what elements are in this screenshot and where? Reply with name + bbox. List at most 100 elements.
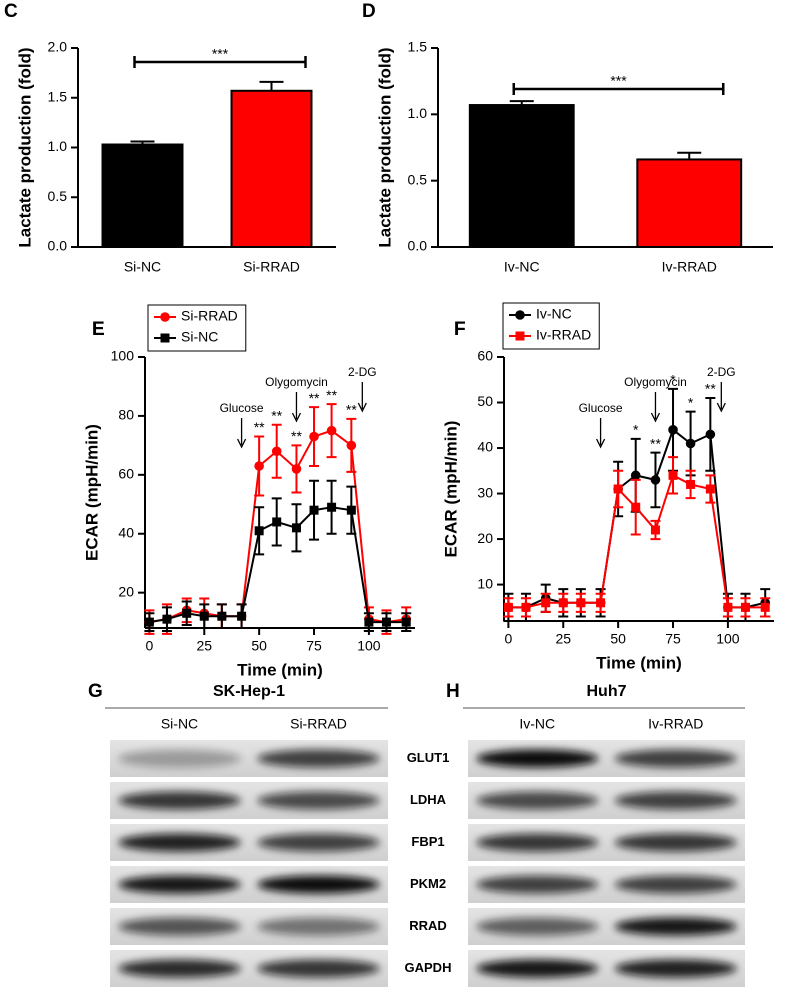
bar <box>230 89 313 248</box>
marker <box>271 446 282 457</box>
marker <box>576 598 586 608</box>
marker <box>291 464 302 474</box>
y-tick-label: 2.0 <box>48 39 68 55</box>
panel-label: E <box>92 319 105 340</box>
legend-marker <box>515 310 525 320</box>
significance-label: ** <box>705 381 716 397</box>
marker <box>199 611 209 621</box>
legend-marker <box>160 312 170 322</box>
marker <box>650 475 661 485</box>
bar <box>101 143 184 248</box>
marker <box>401 617 411 627</box>
marker <box>686 479 696 489</box>
marker <box>705 484 715 494</box>
marker <box>346 440 357 451</box>
y-tick-label: 40 <box>118 524 134 540</box>
panel-label: F <box>454 319 466 340</box>
marker <box>291 523 301 533</box>
event-arrowhead <box>237 438 247 449</box>
lane-label: Iv-NC <box>519 716 555 732</box>
bar <box>468 104 575 249</box>
x-tick-label: 25 <box>555 631 571 647</box>
panel-label: C <box>4 1 18 22</box>
marker <box>631 502 641 512</box>
y-tick-label: 80 <box>118 407 134 423</box>
marker <box>705 429 716 440</box>
legend-box <box>147 304 247 352</box>
marker <box>272 517 282 527</box>
significance-label: * <box>633 422 639 438</box>
significance-label: * <box>688 394 694 410</box>
event-arrowhead <box>650 412 661 423</box>
x-tick-label: Si-RRAD <box>243 259 300 275</box>
lane-label: Si-NC <box>161 716 198 732</box>
panel-label: E <box>92 319 105 340</box>
y-tick-label: 1.5 <box>48 88 68 104</box>
marker <box>503 602 513 612</box>
y-tick-label: 50 <box>477 393 493 409</box>
protein-label: FBP1 <box>411 834 444 849</box>
event-label: Olygomycin <box>265 375 328 389</box>
y-axis-label: Lactate production (fold) <box>375 47 394 247</box>
blot-band <box>118 791 241 810</box>
y-tick-label: 1.0 <box>408 105 428 121</box>
protein-label: RRAD <box>409 918 447 933</box>
legend-box <box>502 302 600 350</box>
marker <box>541 598 551 608</box>
significance-label: ** <box>309 390 320 406</box>
y-tick-label: 0.5 <box>48 188 68 204</box>
y-tick-label: 10 <box>477 575 493 591</box>
marker <box>740 602 750 612</box>
legend-marker <box>515 331 525 341</box>
event-label: Olygomycin <box>624 375 687 389</box>
blot-band <box>476 875 599 894</box>
blot-band <box>476 833 599 852</box>
marker <box>182 608 192 618</box>
significance-label: ** <box>650 435 661 451</box>
blot-band <box>614 749 737 768</box>
panel-label: F <box>454 319 466 340</box>
marker <box>521 602 531 612</box>
blot-title: SK-Hep-1 <box>213 683 285 700</box>
marker <box>558 598 568 608</box>
blot-band <box>118 917 241 936</box>
y-axis-label: ECAR (mpH/min) <box>441 421 460 558</box>
marker <box>309 431 319 442</box>
panel-label: D <box>362 1 376 22</box>
blot-band <box>118 875 241 894</box>
marker <box>613 484 623 494</box>
blot-band <box>257 791 380 810</box>
x-tick-label: 0 <box>504 631 512 647</box>
event-label: Glucose <box>220 401 264 415</box>
blot-band <box>614 875 737 894</box>
x-tick-label: 0 <box>145 638 153 654</box>
blot-band <box>476 959 599 978</box>
marker <box>596 598 606 608</box>
event-arrowhead <box>716 402 726 413</box>
bar <box>636 158 743 248</box>
y-tick-label: 0.0 <box>48 238 68 254</box>
protein-label: PKM2 <box>410 876 446 891</box>
y-tick-label: 30 <box>477 484 493 500</box>
x-tick-label: 100 <box>716 631 740 647</box>
significance-bracket <box>512 83 725 95</box>
x-tick-label: 75 <box>306 638 322 654</box>
significance-label: ** <box>254 419 265 435</box>
event-arrowhead <box>291 412 302 423</box>
blot-band <box>118 833 241 852</box>
marker <box>162 614 172 624</box>
event-label: 2-DG <box>348 365 377 379</box>
x-axis-label: Time (min) <box>596 653 682 672</box>
marker <box>364 617 374 627</box>
significance-label: *** <box>212 46 229 62</box>
marker <box>650 525 660 535</box>
legend-marker <box>160 333 170 343</box>
marker <box>327 502 337 512</box>
blot-band <box>257 959 380 978</box>
marker <box>254 526 264 536</box>
significance-bracket <box>133 56 307 68</box>
x-tick-label: Iv-NC <box>504 259 540 275</box>
x-tick-label: 50 <box>610 631 626 647</box>
legend-label: Si-NC <box>181 329 218 345</box>
x-tick-label: 25 <box>196 638 212 654</box>
